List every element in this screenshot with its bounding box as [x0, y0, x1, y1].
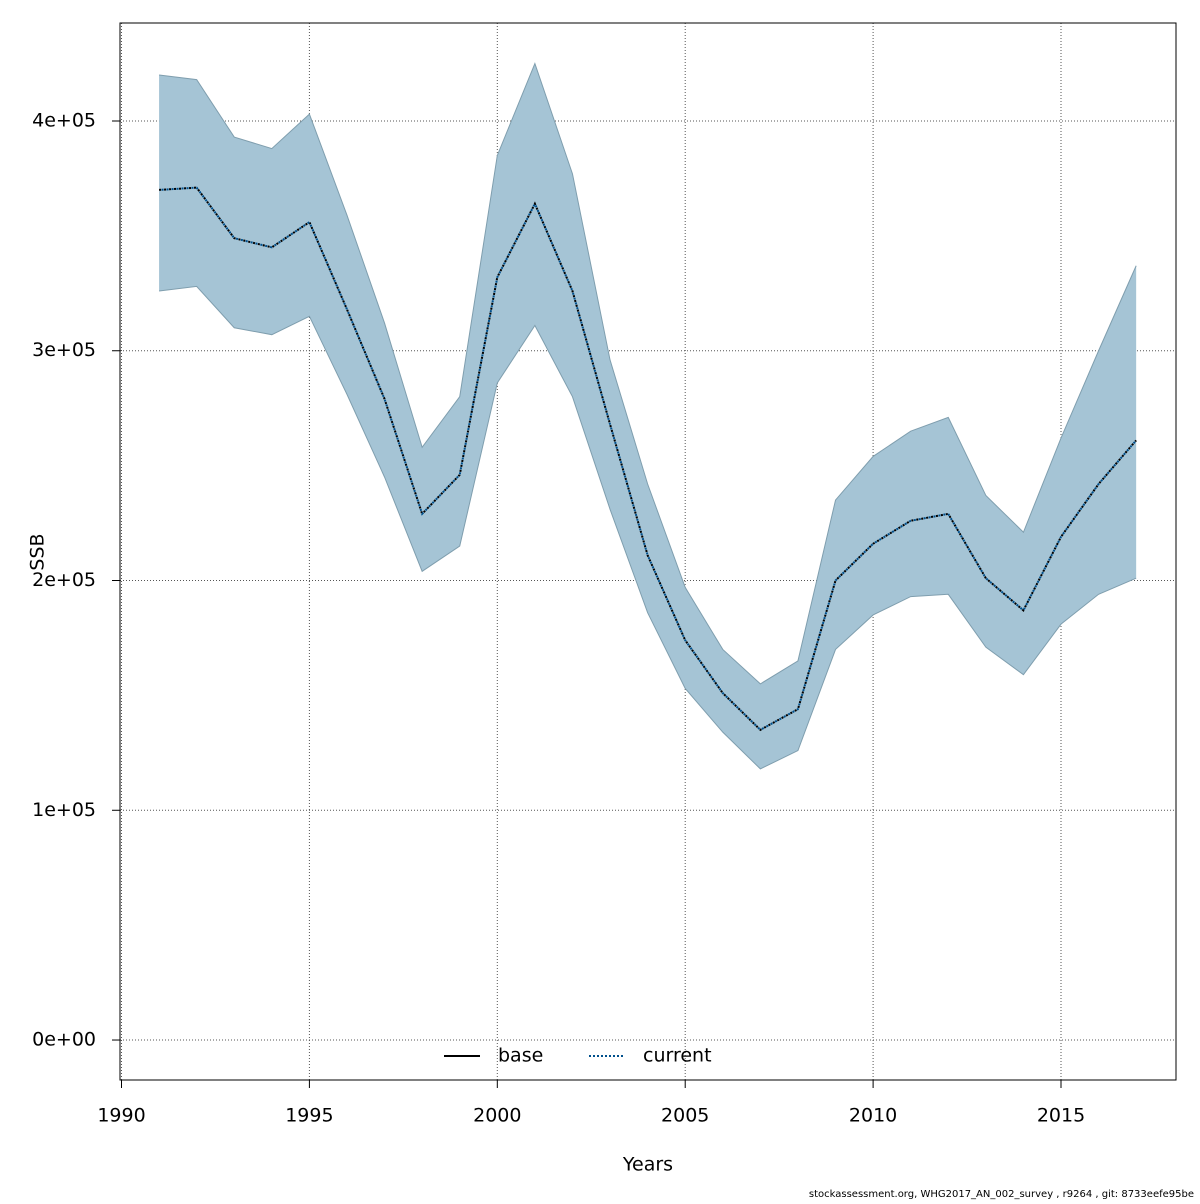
y-tick-label: 3e+05 — [32, 339, 96, 361]
y-tick-label: 1e+05 — [32, 799, 96, 821]
confidence-band — [159, 63, 1137, 769]
x-tick-label: 2005 — [661, 1105, 709, 1127]
plot-frame — [119, 22, 1177, 1081]
x-axis-label: Years — [622, 1154, 673, 1176]
y-tick-label: 4e+05 — [32, 109, 96, 131]
x-tick-label: 2000 — [473, 1105, 521, 1127]
x-tick-label: 1995 — [285, 1105, 333, 1127]
x-tick-label: 2015 — [1037, 1105, 1085, 1127]
y-axis-label: SSB — [27, 533, 49, 570]
band-edge — [159, 285, 1137, 770]
x-tick-label: 2010 — [849, 1105, 897, 1127]
legend-label: base — [498, 1045, 543, 1067]
line — [159, 186, 1137, 732]
band-edge — [159, 62, 1137, 685]
y-tick-label: 2e+05 — [32, 569, 96, 591]
legend-label: current — [643, 1045, 712, 1067]
y-tick-label: 0e+00 — [32, 1029, 96, 1051]
footer: stockassessment.org, WHG2017_AN_002_surv… — [809, 1189, 1194, 1200]
x-tick-label: 1990 — [97, 1105, 145, 1127]
